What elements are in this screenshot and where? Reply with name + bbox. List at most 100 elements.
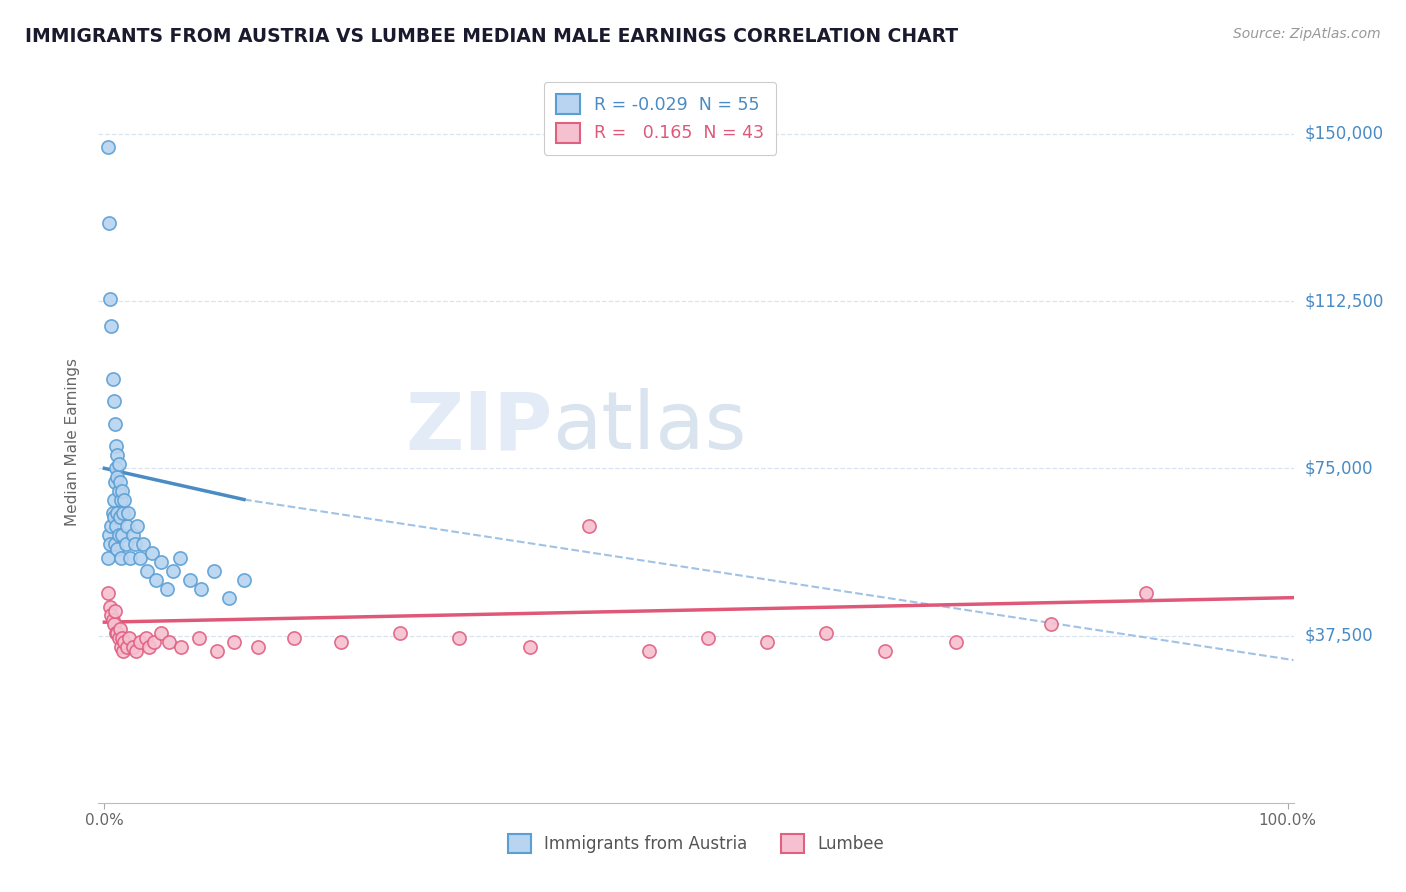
Point: [127, 519, 149, 533]
Legend: Immigrants from Austria, Lumbee: Immigrants from Austria, Lumbee: [501, 827, 891, 860]
Point: [98, 292, 121, 306]
Point: [97, 586, 120, 600]
Point: [112, 506, 135, 520]
Point: [124, 537, 146, 551]
Point: [104, 537, 127, 551]
Point: [755, 635, 778, 649]
Point: [190, 582, 212, 596]
Point: [1135, 586, 1157, 600]
Point: [107, 631, 129, 645]
Point: [128, 550, 150, 565]
Point: [132, 537, 155, 551]
Point: [107, 528, 129, 542]
Point: [945, 635, 967, 649]
Text: IMMIGRANTS FROM AUSTRIA VS LUMBEE MEDIAN MALE EARNINGS CORRELATION CHART: IMMIGRANTS FROM AUSTRIA VS LUMBEE MEDIAN…: [25, 27, 959, 45]
Point: [111, 528, 134, 542]
Point: [141, 546, 163, 560]
Point: [105, 470, 128, 484]
Point: [108, 475, 131, 489]
Point: [202, 564, 225, 578]
Point: [156, 582, 179, 596]
Point: [114, 635, 136, 649]
Point: [108, 622, 131, 636]
Point: [128, 635, 150, 649]
Point: [100, 608, 122, 623]
Point: [233, 573, 256, 587]
Point: [103, 510, 125, 524]
Point: [121, 640, 143, 654]
Point: [98, 599, 121, 614]
Point: [108, 510, 131, 524]
Point: [98, 537, 121, 551]
Point: [105, 461, 128, 475]
Point: [111, 631, 134, 645]
Point: [105, 626, 128, 640]
Point: [519, 640, 541, 654]
Point: [104, 475, 127, 489]
Point: [103, 492, 125, 507]
Point: [125, 644, 148, 658]
Point: [449, 631, 471, 645]
Point: [283, 631, 305, 645]
Point: [696, 631, 718, 645]
Point: [138, 640, 160, 654]
Point: [205, 644, 228, 658]
Point: [121, 528, 143, 542]
Point: [330, 635, 353, 649]
Point: [107, 457, 129, 471]
Point: [103, 394, 125, 409]
Point: [578, 519, 600, 533]
Point: [145, 573, 167, 587]
Point: [150, 626, 173, 640]
Point: [105, 519, 128, 533]
Point: [107, 483, 129, 498]
Point: [100, 519, 122, 533]
Point: [97, 550, 120, 565]
Point: [105, 448, 128, 462]
Point: [162, 564, 184, 578]
Point: [118, 631, 141, 645]
Point: [170, 640, 193, 654]
Point: [389, 626, 412, 640]
Point: [98, 528, 121, 542]
Point: [101, 372, 124, 386]
Point: [637, 644, 659, 658]
Point: [136, 564, 159, 578]
Point: [150, 555, 173, 569]
Y-axis label: Median Male Earnings: Median Male Earnings: [65, 358, 80, 525]
Point: [120, 550, 142, 565]
Point: [110, 550, 132, 565]
Text: Source: ZipAtlas.com: Source: ZipAtlas.com: [1233, 27, 1381, 41]
Text: atlas: atlas: [553, 388, 747, 467]
Point: [112, 644, 135, 658]
Point: [247, 640, 270, 654]
Point: [188, 631, 211, 645]
Point: [104, 417, 127, 431]
Point: [117, 506, 139, 520]
Point: [97, 140, 120, 154]
Point: [103, 617, 125, 632]
Point: [111, 483, 134, 498]
Point: [105, 506, 128, 520]
Point: [110, 640, 132, 654]
Point: [143, 635, 166, 649]
Text: $112,500: $112,500: [1305, 292, 1384, 310]
Point: [114, 492, 136, 507]
Point: [815, 626, 838, 640]
Text: $150,000: $150,000: [1305, 125, 1384, 143]
Point: [169, 550, 191, 565]
Point: [224, 635, 246, 649]
Point: [135, 631, 157, 645]
Point: [98, 216, 121, 230]
Point: [105, 541, 128, 556]
Text: $75,000: $75,000: [1305, 459, 1374, 477]
Point: [105, 439, 128, 453]
Point: [1039, 617, 1062, 632]
Point: [115, 519, 138, 533]
Text: $37,500: $37,500: [1305, 626, 1374, 645]
Point: [179, 573, 201, 587]
Point: [875, 644, 897, 658]
Point: [100, 318, 122, 333]
Point: [104, 604, 127, 618]
Point: [114, 537, 136, 551]
